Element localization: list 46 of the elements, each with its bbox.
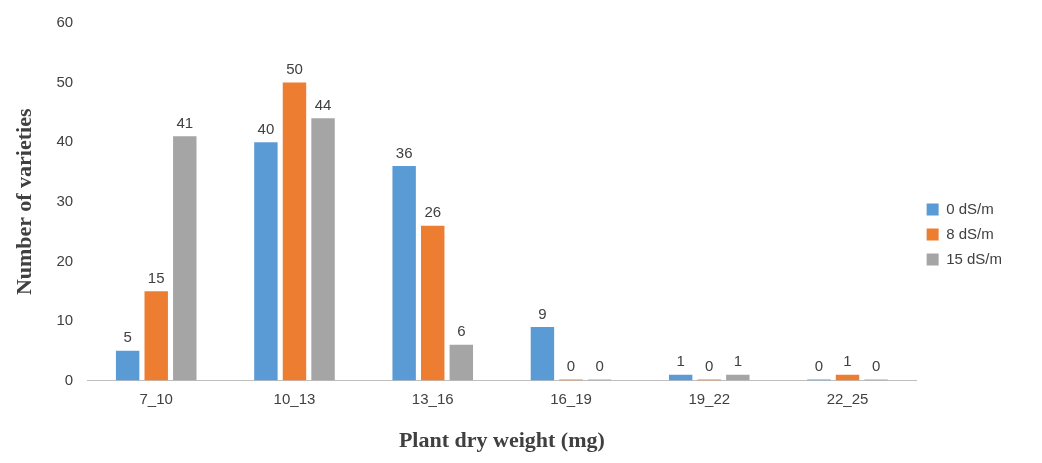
legend-label: 8 dS/m: [946, 224, 994, 242]
data-label: 0: [595, 357, 604, 375]
x-tick-label: 16_19: [550, 389, 592, 407]
data-label: 0: [566, 357, 576, 375]
x-tick-label: 7_10: [139, 389, 173, 407]
x-tick-label: 13_16: [411, 389, 454, 407]
data-label: 0: [871, 357, 881, 375]
bar: [144, 291, 168, 381]
data-label: 15: [147, 268, 165, 286]
data-label: 0: [705, 357, 714, 375]
x-axis-title: Plant dry weight (mg): [398, 427, 605, 453]
data-label: 36: [395, 143, 413, 161]
bar: [311, 118, 335, 381]
data-label: 5: [123, 328, 132, 346]
data-label: 41: [176, 113, 194, 131]
bar: [173, 136, 197, 381]
y-axis-title: Number of varieties: [10, 108, 36, 296]
bar: [115, 350, 140, 381]
y-tick-label: 0: [64, 370, 74, 388]
bar: [421, 225, 445, 381]
data-label: 1: [733, 352, 742, 370]
x-tick-label: 10_13: [273, 389, 316, 407]
bar: [449, 344, 474, 381]
bar: [254, 142, 278, 381]
legend-label: 15 dS/m: [946, 249, 1003, 267]
y-tick-label: 50: [56, 72, 74, 90]
data-label: 40: [257, 119, 275, 137]
y-tick-label: 20: [56, 251, 74, 269]
data-label: 9: [538, 304, 547, 322]
y-tick-label: 10: [56, 311, 74, 329]
data-label: 26: [424, 203, 442, 221]
y-tick-label: 60: [56, 13, 74, 31]
bar: [392, 166, 416, 381]
data-label: 6: [457, 322, 466, 340]
bar: [530, 326, 555, 381]
legend-label: 0 dS/m: [946, 199, 994, 217]
bar: [282, 82, 307, 381]
y-tick-label: 40: [56, 132, 74, 150]
y-tick-label: 30: [56, 191, 74, 209]
data-label: 0: [814, 357, 824, 375]
data-label: 1: [843, 352, 852, 370]
data-label: 50: [286, 60, 303, 78]
x-tick-label: 22_25: [826, 389, 869, 407]
data-label: 44: [314, 96, 332, 113]
x-tick-label: 19_22: [688, 389, 731, 407]
data-label: 1: [676, 352, 685, 370]
